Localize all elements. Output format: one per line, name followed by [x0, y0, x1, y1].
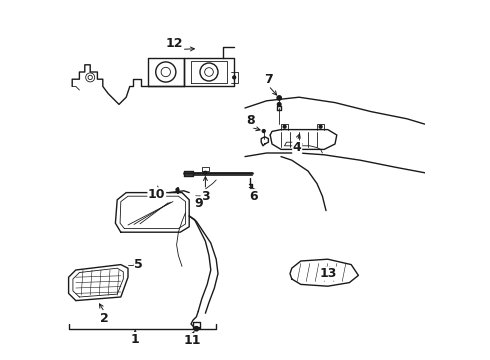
Circle shape: [262, 130, 265, 132]
Text: 11: 11: [184, 334, 201, 347]
Text: 5: 5: [134, 258, 143, 271]
Text: 9: 9: [194, 197, 202, 210]
Text: 7: 7: [264, 73, 273, 86]
Text: 3: 3: [201, 190, 210, 203]
Circle shape: [176, 188, 179, 191]
Text: 12: 12: [166, 37, 184, 50]
Text: 10: 10: [148, 188, 166, 201]
Circle shape: [319, 125, 322, 128]
Circle shape: [277, 96, 281, 100]
Text: 1: 1: [131, 333, 140, 346]
Circle shape: [283, 125, 286, 128]
Text: 6: 6: [250, 190, 258, 203]
Circle shape: [204, 171, 207, 174]
Text: 4: 4: [293, 141, 301, 154]
Circle shape: [277, 103, 281, 106]
Circle shape: [233, 76, 236, 79]
Text: 13: 13: [319, 267, 337, 280]
Text: 2: 2: [100, 312, 109, 325]
Text: 8: 8: [246, 114, 255, 127]
Circle shape: [194, 327, 198, 331]
